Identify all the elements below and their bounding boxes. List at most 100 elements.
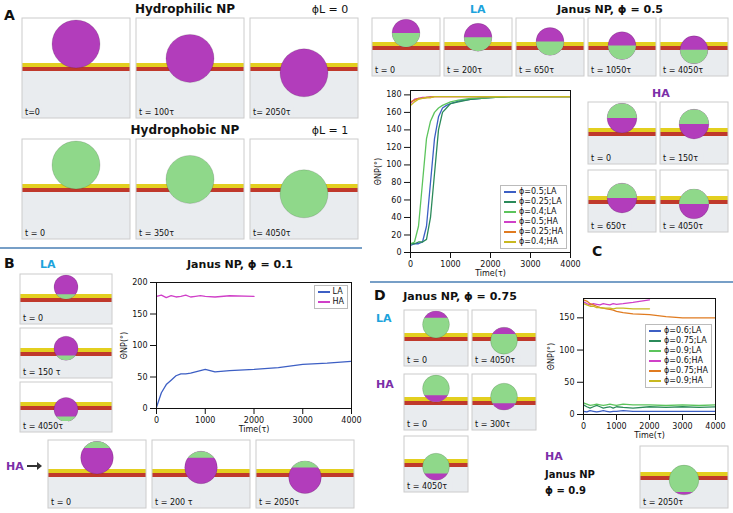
svg-text:HA: HA [545, 450, 563, 463]
svg-text:0: 0 [569, 410, 574, 419]
svg-text:t= 4050τ: t= 4050τ [253, 229, 291, 238]
html-text:LA: LA [332, 287, 343, 296]
svg-text:D: D [374, 287, 386, 303]
svg-text:100: 100 [559, 346, 574, 355]
svg-text:200: 200 [132, 278, 147, 287]
svg-text:4000: 4000 [705, 422, 725, 431]
svg-text:t = 4050τ: t = 4050τ [663, 222, 703, 231]
svg-text:LA: LA [376, 312, 392, 325]
svg-text:ϕL = 0: ϕL = 0 [312, 3, 349, 16]
svg-text:100: 100 [132, 341, 147, 350]
svg-text:140: 140 [386, 125, 401, 134]
svg-text:120: 120 [386, 143, 401, 152]
svg-text:A: A [4, 7, 15, 23]
svg-text:4000: 4000 [341, 416, 361, 425]
svg-text:4000: 4000 [560, 260, 580, 269]
svg-text:t = 150 τ: t = 150 τ [23, 368, 61, 377]
svg-text:t = 650τ: t = 650τ [591, 222, 626, 231]
svg-text:t = 200 τ: t = 200 τ [155, 498, 193, 507]
svg-text:t = 0: t = 0 [591, 154, 611, 163]
html-text:ϕ=0.75;LA: ϕ=0.75;LA [664, 336, 707, 345]
svg-text:t = 0: t = 0 [51, 498, 71, 507]
svg-text:t = 2050τ: t = 2050τ [259, 498, 299, 507]
svg-text:Janus NP, ϕ = 0.5: Janus NP, ϕ = 0.5 [556, 3, 663, 16]
svg-text:t = 300τ: t = 300τ [475, 420, 510, 429]
svg-text:t = 4050τ: t = 4050τ [23, 422, 63, 431]
svg-text:t = 4050τ: t = 4050τ [475, 356, 515, 365]
svg-text:1000: 1000 [440, 260, 460, 269]
svg-text:t = 4050τ: t = 4050τ [407, 482, 447, 491]
svg-text:t = 0: t = 0 [375, 66, 395, 75]
html-text:ϕ=0.25;HA: ϕ=0.25;HA [519, 227, 563, 236]
svg-text:t = 100τ: t = 100τ [139, 108, 174, 117]
svg-text:Hydrophilic NP: Hydrophilic NP [135, 2, 235, 16]
svg-text:0: 0 [408, 260, 413, 269]
svg-text:t = 1050τ: t = 1050τ [591, 66, 631, 75]
html-text:HA: HA [332, 297, 344, 306]
html-text:ϕ=0.4;HA: ϕ=0.4;HA [519, 237, 558, 246]
svg-text:ϕ = 0.9: ϕ = 0.9 [545, 485, 586, 496]
svg-text:3000: 3000 [293, 416, 313, 425]
svg-text:t = 150τ: t = 150τ [663, 154, 698, 163]
svg-text:150: 150 [559, 313, 574, 322]
svg-text:3000: 3000 [672, 422, 692, 431]
html-text:ϕ=0.5;LA: ϕ=0.5;LA [519, 187, 557, 196]
svg-text:LA: LA [470, 3, 486, 16]
html-text:ϕ=0.4;LA: ϕ=0.4;LA [519, 207, 557, 216]
svg-text:180: 180 [386, 90, 401, 99]
svg-text:t = 2050τ: t = 2050τ [643, 498, 683, 507]
svg-text:ϕL = 1: ϕL = 1 [312, 124, 349, 137]
html-text:ϕ=0.25;LA: ϕ=0.25;LA [519, 197, 562, 206]
svg-text:60: 60 [391, 196, 401, 205]
svg-text:LA: LA [40, 258, 56, 271]
svg-text:t=0: t=0 [25, 108, 40, 117]
svg-text:2000: 2000 [639, 422, 660, 432]
svg-text:t = 0: t = 0 [23, 314, 43, 323]
svg-text:160: 160 [386, 108, 401, 117]
svg-text:HA: HA [652, 87, 670, 100]
svg-text:t = 0: t = 0 [25, 229, 45, 238]
svg-text:2000: 2000 [243, 416, 265, 426]
svg-text:1000: 1000 [195, 416, 215, 425]
svg-text:0: 0 [396, 248, 401, 257]
svg-text:Time(τ): Time(τ) [474, 269, 506, 278]
svg-text:ΘNP(°): ΘNP(°) [547, 343, 556, 370]
svg-text:B: B [4, 255, 15, 271]
svg-text:Hydrophobic NP: Hydrophobic NP [131, 123, 240, 137]
svg-text:20: 20 [391, 231, 401, 240]
svg-text:Janus NP, ϕ = 0.1: Janus NP, ϕ = 0.1 [186, 258, 293, 271]
svg-text:HA: HA [6, 460, 24, 473]
svg-text:40: 40 [391, 213, 401, 222]
svg-text:80: 80 [391, 178, 401, 187]
svg-text:0: 0 [142, 404, 147, 413]
html-text:ϕ=0.5;HA: ϕ=0.5;HA [519, 217, 558, 226]
svg-text:t = 650τ: t = 650τ [519, 66, 554, 75]
svg-text:0: 0 [581, 422, 586, 431]
svg-text:3000: 3000 [520, 260, 540, 269]
svg-text:t= 2050τ: t= 2050τ [253, 108, 291, 117]
svg-text:ΘNP(°): ΘNP(°) [374, 158, 383, 185]
html-text:ϕ=0.75;HA: ϕ=0.75;HA [664, 366, 708, 375]
svg-text:ΘNP(°): ΘNP(°) [120, 332, 129, 359]
svg-text:150: 150 [132, 310, 147, 319]
svg-text:Time(τ): Time(τ) [238, 425, 270, 434]
html-text:ϕ=0.9;LA: ϕ=0.9;LA [664, 346, 702, 355]
svg-text:50: 50 [137, 373, 147, 382]
svg-text:t = 0: t = 0 [407, 420, 427, 429]
svg-text:C: C [592, 243, 602, 259]
html-text:ϕ=0.6;LA: ϕ=0.6;LA [664, 326, 702, 335]
svg-text:100: 100 [386, 160, 401, 169]
svg-text:t = 4050τ: t = 4050τ [663, 66, 703, 75]
svg-text:t = 0: t = 0 [407, 356, 427, 365]
svg-text:1000: 1000 [606, 422, 626, 431]
svg-text:t = 200τ: t = 200τ [447, 66, 482, 75]
svg-text:Janus NP, ϕ = 0.75: Janus NP, ϕ = 0.75 [402, 290, 517, 303]
svg-text:Janus NP: Janus NP [544, 469, 595, 480]
svg-text:0: 0 [154, 416, 159, 425]
html-text:ϕ=0.6;HA: ϕ=0.6;HA [664, 356, 703, 365]
svg-text:50: 50 [564, 378, 574, 387]
svg-text:Time(τ): Time(τ) [633, 431, 665, 440]
svg-text:t = 350τ: t = 350τ [139, 229, 174, 238]
svg-text:HA: HA [376, 378, 394, 391]
svg-text:2000: 2000 [480, 260, 501, 270]
